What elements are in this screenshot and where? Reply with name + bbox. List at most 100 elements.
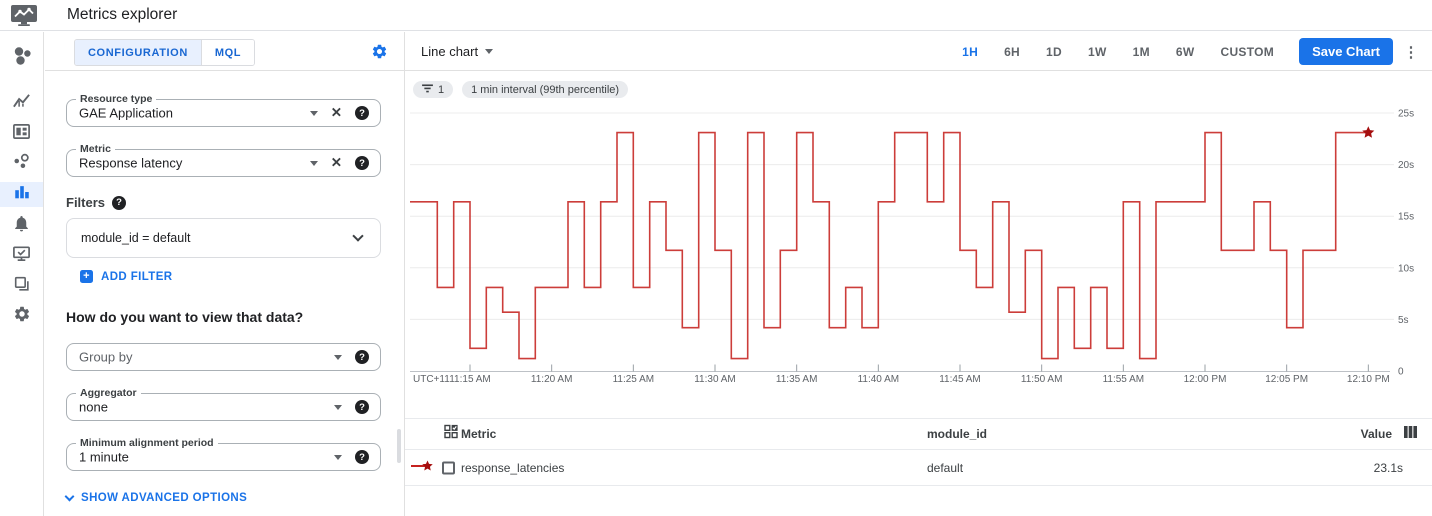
- help-icon[interactable]: ?: [355, 350, 369, 364]
- svg-text:15s: 15s: [1398, 212, 1414, 223]
- time-range-button-1m[interactable]: 1M: [1132, 44, 1150, 59]
- column-header-value[interactable]: Value: [1360, 427, 1392, 441]
- help-icon[interactable]: ?: [355, 400, 369, 414]
- min-alignment-label: Minimum alignment period: [76, 437, 218, 449]
- value-cell: 23.1s: [1373, 461, 1403, 475]
- help-icon[interactable]: ?: [355, 106, 369, 120]
- config-scrollbar-thumb[interactable]: [397, 429, 401, 463]
- column-header-metric[interactable]: Metric: [461, 427, 497, 441]
- tab-mql[interactable]: MQL: [200, 40, 255, 65]
- time-range-button-6w[interactable]: 6W: [1175, 44, 1195, 59]
- series-checkbox[interactable]: [442, 461, 455, 475]
- series-legend-icon: [411, 459, 435, 477]
- dashboards-icon: [12, 122, 31, 146]
- time-range-button-1h[interactable]: 1H: [962, 44, 979, 59]
- dropdown-caret-icon[interactable]: [334, 354, 342, 360]
- sidebar-item-metrics[interactable]: [0, 90, 43, 116]
- group-by-field[interactable]: Group by ?: [66, 343, 381, 371]
- config-settings-gear-icon[interactable]: [371, 43, 388, 65]
- svg-text:11:55 AM: 11:55 AM: [1103, 374, 1145, 385]
- help-icon[interactable]: ?: [355, 156, 369, 170]
- min-alignment-field[interactable]: Minimum alignment period 1 minute ?: [66, 437, 381, 471]
- chevron-down-icon: [64, 491, 75, 501]
- view-data-heading: How do you want to view that data?: [66, 309, 304, 325]
- svg-text:11:35 AM: 11:35 AM: [776, 374, 818, 385]
- sidebar-item-groups[interactable]: [0, 273, 43, 299]
- monitoring-logo-icon: [10, 4, 38, 32]
- sidebar-item-alerting[interactable]: [0, 213, 43, 239]
- tab-configuration[interactable]: CONFIGURATION: [75, 40, 201, 65]
- sidebar-item-uptime-checks[interactable]: [0, 243, 43, 269]
- config-divider: [45, 70, 404, 71]
- help-icon[interactable]: ?: [355, 450, 369, 464]
- interval-chip[interactable]: 1 min interval (99th percentile): [462, 81, 629, 98]
- sidebar-item-settings[interactable]: [0, 303, 43, 329]
- chevron-down-icon: [352, 230, 364, 242]
- add-filter-button[interactable]: + ADD FILTER: [80, 270, 173, 283]
- left-nav-sidebar: [0, 32, 44, 516]
- module-id-cell: default: [927, 461, 964, 475]
- resource-type-field[interactable]: Resource type GAE Application ✕ ?: [66, 93, 381, 127]
- alerting-bell-icon: [12, 214, 31, 238]
- svg-text:20s: 20s: [1398, 160, 1414, 171]
- chart-svg[interactable]: 25s 20s 15s 10s 5s 0 UTC+11 11:15 AM 11:20 AM 11:…: [405, 101, 1432, 397]
- chevron-down-icon: [485, 49, 494, 54]
- time-range-button-6h[interactable]: 6H: [1004, 44, 1021, 59]
- filters-section-label: Filters ?: [66, 195, 127, 210]
- svg-text:0: 0: [1398, 367, 1404, 378]
- metrics-table-header: Metric module_id Value: [405, 418, 1432, 450]
- aggregator-field[interactable]: Aggregator none ?: [66, 387, 381, 421]
- help-icon[interactable]: ?: [112, 195, 127, 210]
- filter-count-chip[interactable]: 1: [413, 81, 454, 98]
- resource-type-label: Resource type: [76, 93, 157, 105]
- sidebar-item-services[interactable]: [0, 151, 43, 177]
- sidebar-item-metrics-explorer[interactable]: [0, 182, 43, 207]
- show-advanced-options-button[interactable]: SHOW ADVANCED OPTIONS: [64, 491, 247, 504]
- svg-text:11:45 AM: 11:45 AM: [939, 374, 981, 385]
- time-range-group: 1H 6H 1D 1W 1M 6W CUSTOM: [949, 45, 1287, 59]
- dropdown-caret-icon[interactable]: [334, 404, 342, 410]
- dropdown-caret-icon[interactable]: [334, 454, 342, 460]
- aggregator-value: none: [79, 399, 108, 415]
- select-all-series-icon[interactable]: [444, 424, 458, 444]
- uptime-checks-monitor-icon: [12, 244, 31, 268]
- top-header: Metrics explorer: [0, 0, 1432, 31]
- resource-type-value: GAE Application: [79, 105, 173, 121]
- metrics-table-row[interactable]: response_latencies default 23.1s: [405, 451, 1432, 486]
- dropdown-caret-icon[interactable]: [309, 160, 318, 166]
- svg-text:11:25 AM: 11:25 AM: [613, 374, 655, 385]
- metrics-explorer-bar-chart-icon: [13, 183, 31, 206]
- save-chart-button[interactable]: Save Chart: [1299, 38, 1393, 65]
- time-range-button-1d[interactable]: 1D: [1046, 44, 1062, 59]
- time-range-button-custom[interactable]: CUSTOM: [1220, 44, 1275, 59]
- svg-text:11:20 AM: 11:20 AM: [531, 374, 573, 385]
- aggregator-label: Aggregator: [76, 387, 141, 399]
- clear-icon[interactable]: ✕: [330, 105, 342, 121]
- column-header-module-id[interactable]: module_id: [927, 427, 988, 441]
- filter-list-icon: [422, 83, 433, 96]
- clear-icon[interactable]: ✕: [330, 155, 342, 171]
- sidebar-item-dashboards[interactable]: [0, 121, 43, 147]
- svg-text:11:40 AM: 11:40 AM: [858, 374, 900, 385]
- metric-field[interactable]: Metric Response latency ✕ ?: [66, 143, 381, 177]
- page-title: Metrics explorer: [67, 6, 178, 23]
- filter-expression: module_id = default: [81, 231, 191, 245]
- svg-text:12:10 PM: 12:10 PM: [1347, 374, 1390, 385]
- dropdown-caret-icon[interactable]: [309, 110, 318, 116]
- filter-expander[interactable]: module_id = default: [66, 218, 381, 258]
- svg-text:12:05 PM: 12:05 PM: [1265, 374, 1308, 385]
- services-groups-icon: [12, 152, 31, 176]
- configuration-panel: CONFIGURATION MQL Resource type GAE Appl…: [45, 32, 405, 516]
- time-range-button-1w[interactable]: 1W: [1087, 44, 1107, 59]
- sidebar-item-monitoring-overview[interactable]: [0, 45, 43, 71]
- series-name-cell: response_latencies: [461, 461, 565, 475]
- svg-text:11:15 AM: 11:15 AM: [449, 374, 491, 385]
- view-columns-icon[interactable]: [1404, 425, 1417, 443]
- add-box-icon: +: [80, 270, 93, 283]
- chart-type-dropdown[interactable]: Line chart: [421, 32, 494, 71]
- svg-text:10s: 10s: [1398, 263, 1414, 274]
- overflow-menu-icon[interactable]: ⋮: [1403, 43, 1419, 61]
- chart-chip-row: 1 1 min interval (99th percentile): [413, 81, 629, 98]
- groups-copies-icon: [13, 275, 31, 298]
- metric-value: Response latency: [79, 155, 183, 171]
